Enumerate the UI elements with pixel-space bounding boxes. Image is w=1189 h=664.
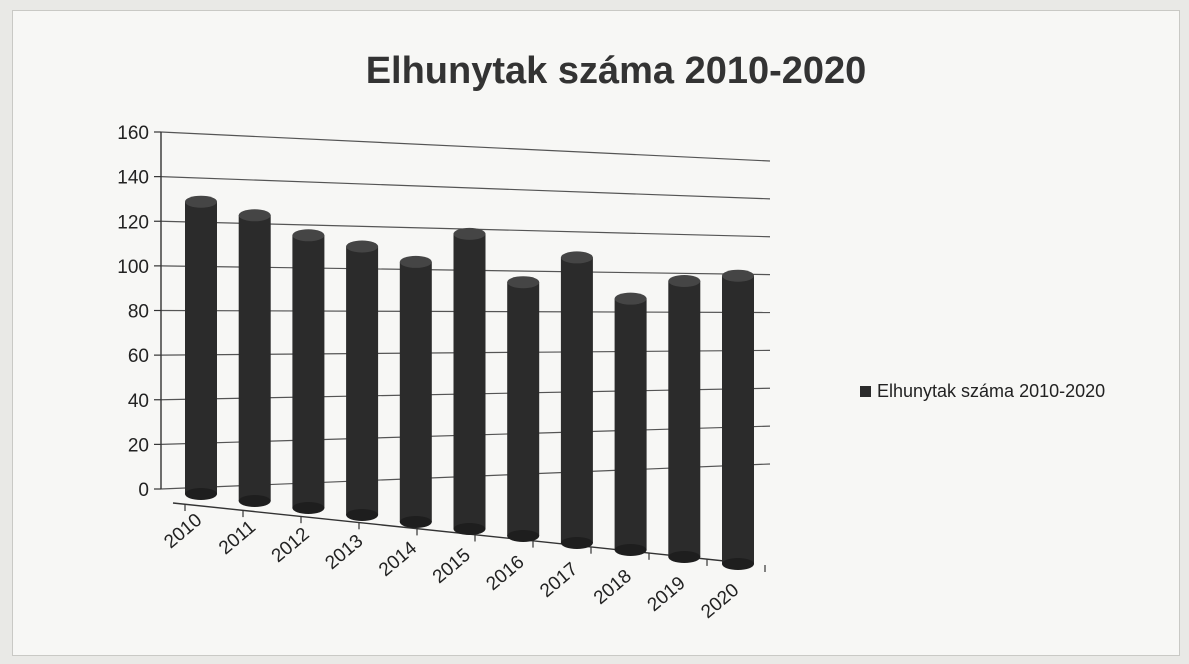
bar: [614, 298, 647, 550]
bar: [453, 233, 486, 530]
bar-base: [399, 516, 432, 528]
x-tick-label: 2010: [160, 510, 206, 553]
bar-base: [346, 509, 379, 521]
bar: [722, 275, 754, 564]
bar-base: [614, 544, 647, 556]
x-tick-label: 2012: [268, 524, 314, 567]
x-tick-label: 2015: [429, 545, 475, 588]
bar-base: [292, 502, 325, 514]
bar-top: [722, 269, 754, 282]
bar: [185, 201, 217, 495]
bar: [346, 246, 379, 516]
x-tick-label: 2019: [644, 573, 690, 616]
bar-base: [453, 523, 486, 535]
chart-area: Elhunytak száma 2010-2020 0 20 40 60 80 100 12…: [12, 10, 1180, 656]
y-tick-label: 0: [138, 480, 149, 501]
legend-label: Elhunytak száma 2010-2020: [877, 381, 1105, 401]
y-tick-label: 20: [128, 435, 149, 456]
bar-top: [560, 251, 593, 264]
bar-top: [507, 276, 540, 289]
bar: [507, 282, 540, 536]
y-tick-label: 160: [117, 123, 149, 144]
x-tick-label: 2016: [483, 552, 529, 595]
x-tick-label: 2011: [215, 517, 260, 559]
y-tick-label: 100: [117, 257, 149, 278]
bar-base: [722, 558, 754, 570]
x-tick-label: 2018: [590, 566, 636, 609]
bar-top: [453, 227, 486, 240]
y-tick-label: 80: [128, 302, 149, 323]
bar-base: [185, 488, 217, 500]
x-tick-label: 2014: [375, 537, 421, 581]
y-tick-label: 40: [128, 391, 149, 412]
bar-top: [292, 229, 325, 242]
bar-top: [185, 195, 217, 208]
chart-svg: Elhunytak száma 2010-2020 0 20 40 60 80 100 12…: [117, 50, 1105, 623]
x-tick-label: 2020: [697, 580, 743, 623]
chart-title: Elhunytak száma 2010-2020: [366, 50, 867, 92]
bar-top: [346, 240, 379, 253]
gridline: [160, 176, 771, 200]
y-tick-label: 120: [117, 212, 149, 233]
bar: [238, 215, 271, 501]
bar-base: [560, 537, 593, 549]
bar: [292, 235, 325, 508]
x-tick-label: 2017: [536, 559, 582, 602]
x-tick-label: 2013: [321, 531, 367, 574]
bar-top: [238, 209, 271, 222]
bar-top: [399, 255, 432, 268]
legend-swatch: [860, 386, 871, 397]
bar-base: [668, 551, 701, 563]
y-tick-label: 140: [117, 168, 149, 189]
bar-base: [507, 530, 540, 542]
bar-top: [614, 292, 647, 305]
legend: Elhunytak száma 2010-2020: [860, 381, 1105, 401]
bar: [560, 257, 593, 543]
bar: [668, 281, 701, 557]
bar: [399, 261, 432, 522]
y-tick-label: 60: [128, 346, 149, 367]
gridline: [160, 131, 771, 162]
bar-base: [238, 495, 271, 507]
bar-top: [668, 275, 701, 288]
